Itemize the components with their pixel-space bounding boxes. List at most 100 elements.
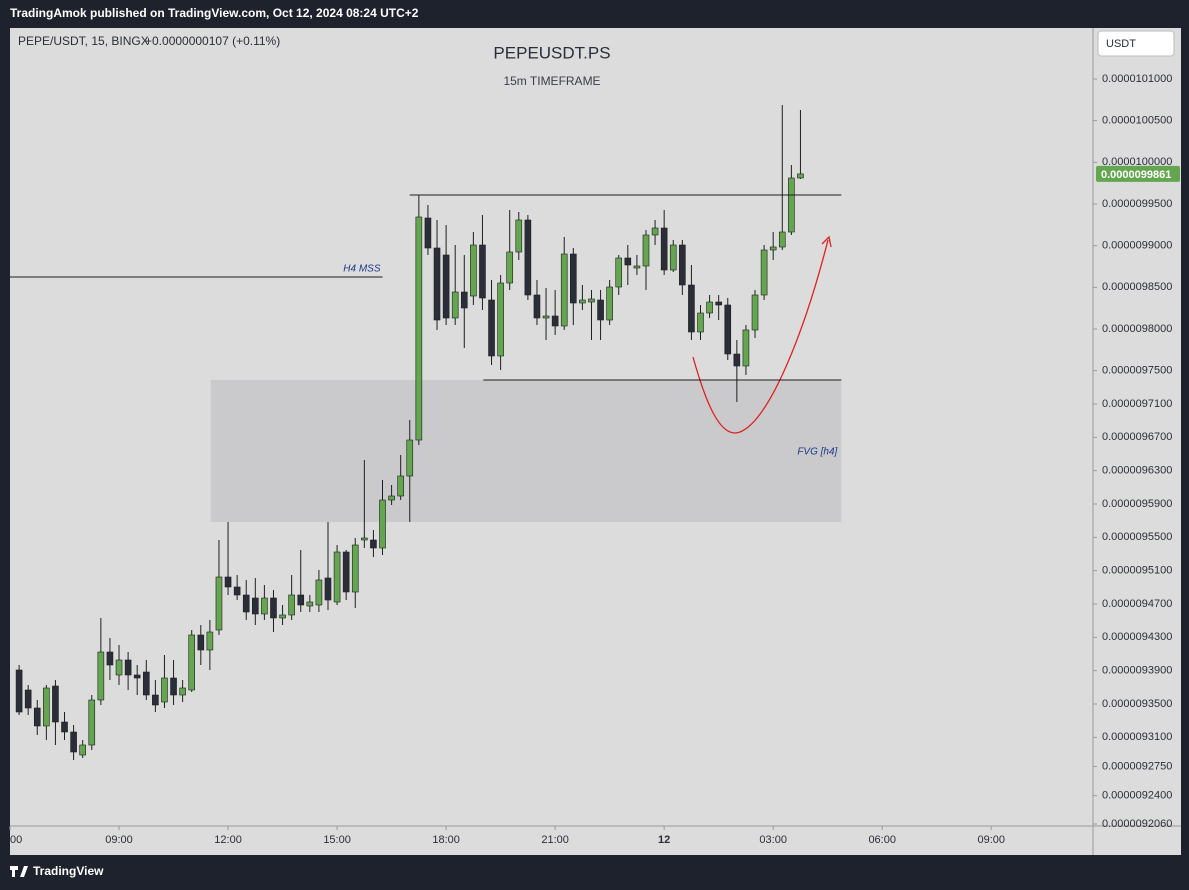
- candle-body: [197, 634, 205, 651]
- candle-body: [124, 659, 132, 676]
- candle-body: [161, 677, 168, 703]
- candle-body: [342, 551, 350, 593]
- last-price-label: 0.0000099861: [1101, 169, 1171, 181]
- candle-body: [324, 577, 332, 601]
- y-tick-label: 0.0000096300: [1102, 465, 1172, 477]
- candle-body: [333, 551, 341, 603]
- candle-body: [224, 576, 232, 588]
- candle-body: [706, 301, 713, 314]
- candle-body: [597, 299, 604, 321]
- y-tick-label: 0.0000093900: [1102, 665, 1172, 677]
- y-tick-label: 0.0000096700: [1102, 431, 1172, 443]
- candle-body: [542, 315, 550, 319]
- y-tick-label: 0.0000101000: [1102, 73, 1172, 85]
- y-tick-label: 0.0000095100: [1102, 565, 1172, 577]
- x-tick-label: 06:00: [868, 834, 896, 846]
- candle-body: [588, 298, 595, 303]
- candle-body: [551, 315, 559, 327]
- candle-body: [479, 244, 486, 299]
- candle-body: [142, 671, 150, 696]
- candle-body: [433, 247, 441, 321]
- candle-body: [315, 579, 323, 606]
- y-tick-label: 0.0000094700: [1102, 598, 1172, 610]
- candle-body: [488, 299, 495, 357]
- candle-body: [606, 286, 613, 321]
- candle-body: [297, 594, 305, 606]
- candle-body: [188, 634, 196, 691]
- candle-body: [388, 495, 395, 501]
- arrow-curve: [692, 239, 829, 434]
- y-tick-label: 0.0000099000: [1102, 240, 1172, 252]
- candle-body: [506, 251, 514, 284]
- candle-body: [351, 544, 359, 593]
- candle-body: [261, 597, 268, 615]
- symbol: PEPE/USDT, 15, BINGX: [18, 34, 149, 48]
- candle-body: [624, 257, 632, 266]
- candle-body: [660, 227, 668, 271]
- chart-subtitle: 15m TIMEFRAME: [503, 74, 600, 88]
- candle-body: [688, 284, 695, 333]
- candle-body: [797, 173, 804, 179]
- fvg-zone: [210, 380, 842, 522]
- y-tick-label: 0.0000098000: [1102, 323, 1172, 335]
- candle-body: [533, 294, 541, 319]
- candle-body: [715, 301, 722, 306]
- y-tick-label: 0.0000097100: [1102, 398, 1172, 410]
- candle-body: [206, 631, 214, 651]
- currency-label[interactable]: USDT: [1106, 38, 1136, 50]
- candle-body: [460, 291, 468, 309]
- candle-body: [152, 694, 159, 706]
- candle-body: [52, 685, 59, 723]
- level-label: H4 MSS: [343, 264, 381, 275]
- candle-body: [497, 282, 504, 357]
- candle-body: [788, 177, 795, 233]
- publish-info: TradingAmok published on TradingView.com…: [10, 6, 419, 20]
- candle-body: [570, 253, 577, 304]
- candle-body: [43, 687, 50, 727]
- candle-body: [215, 576, 223, 631]
- candle-body: [451, 291, 459, 319]
- candle-body: [406, 439, 414, 477]
- candle-body: [560, 253, 568, 327]
- candle-body: [442, 254, 450, 319]
- candle-body: [778, 231, 786, 248]
- candle-body: [252, 597, 259, 615]
- candle-body: [361, 537, 368, 541]
- y-tick-label: 0.0000095900: [1102, 498, 1172, 510]
- candle-body: [61, 721, 68, 733]
- candle-body: [669, 244, 677, 271]
- candle-body: [97, 651, 105, 701]
- logo-mark: [10, 866, 28, 877]
- candle-body: [306, 601, 314, 607]
- arrow-head: [821, 235, 832, 248]
- zone-label: FVG [h4]: [797, 447, 837, 458]
- candle-body: [179, 687, 186, 696]
- x-tick-label: 00: [10, 834, 22, 846]
- candle-body: [279, 614, 286, 619]
- candle-body: [379, 499, 386, 549]
- candle-body: [170, 677, 177, 696]
- candle-body: [270, 597, 277, 619]
- currency-button[interactable]: [1097, 30, 1175, 57]
- candle-body: [679, 244, 686, 286]
- x-tick-label: 09:00: [977, 834, 1005, 846]
- candle-body: [15, 669, 23, 713]
- candle-body: [424, 217, 432, 249]
- candle-body: [751, 294, 759, 331]
- candle-body: [633, 265, 641, 269]
- y-tick-label: 0.0000097500: [1102, 365, 1172, 377]
- candle-body: [133, 674, 141, 679]
- candle-body: [579, 299, 586, 304]
- candle-body: [515, 219, 523, 253]
- x-tick-label: 18:00: [432, 834, 460, 846]
- y-tick-label: 0.0000092060: [1102, 818, 1172, 830]
- candle-body: [642, 234, 650, 267]
- x-tick-label: 15:00: [323, 834, 351, 846]
- candle-body: [697, 312, 704, 333]
- candle-body: [615, 257, 623, 288]
- last-price-tag: [1096, 165, 1180, 182]
- chart-title: PEPEUSDT.PS: [493, 43, 610, 62]
- candle-body: [106, 651, 114, 666]
- y-tick-label: 0.0000099500: [1102, 198, 1172, 210]
